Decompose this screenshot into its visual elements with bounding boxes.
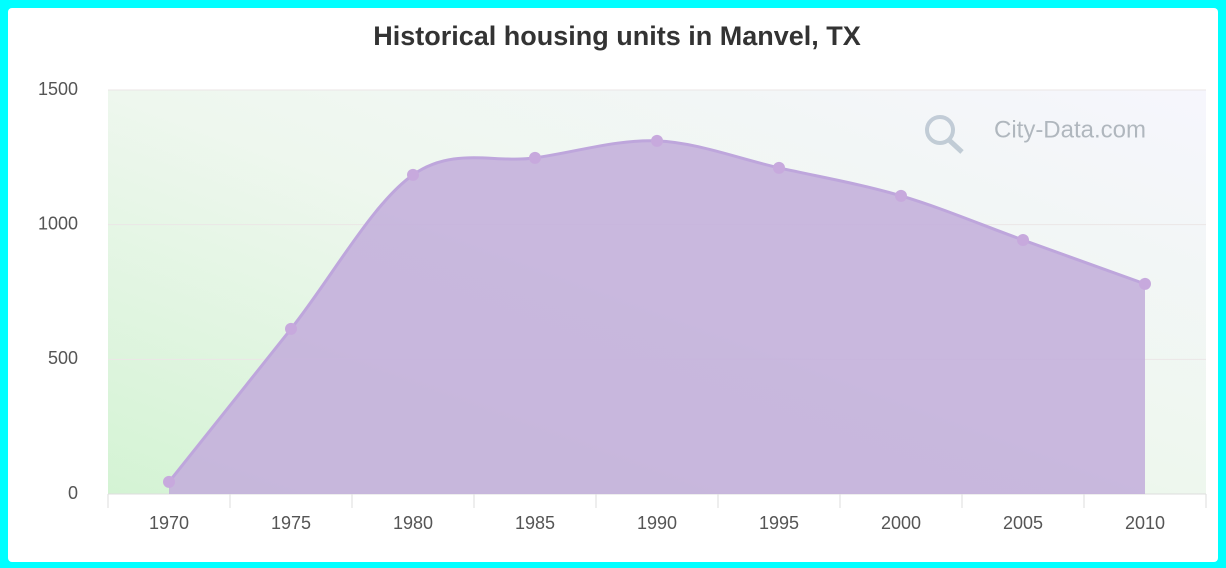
x-tick-label: 1975 bbox=[271, 513, 311, 533]
chart-title: Historical housing units in Manvel, TX bbox=[373, 21, 861, 51]
x-tick-label: 2010 bbox=[1125, 513, 1165, 533]
point bbox=[163, 475, 175, 488]
area bbox=[169, 140, 1145, 494]
y-tick-label: 1500 bbox=[38, 79, 78, 99]
watermark-logo bbox=[925, 115, 964, 154]
point bbox=[1017, 234, 1029, 247]
point bbox=[529, 151, 541, 164]
watermark: City-Data.com bbox=[994, 116, 1146, 143]
point bbox=[895, 189, 907, 202]
x-tick-label: 1990 bbox=[637, 513, 677, 533]
point bbox=[773, 161, 785, 174]
point bbox=[407, 168, 419, 181]
y-tick-label: 0 bbox=[68, 483, 78, 503]
x-tick-label: 1980 bbox=[393, 513, 433, 533]
point bbox=[651, 134, 663, 147]
x-tick-label: 2005 bbox=[1003, 513, 1043, 533]
x-tick-label: 2000 bbox=[881, 513, 921, 533]
x-tick-label: 1995 bbox=[759, 513, 799, 533]
x-tick-label: 1970 bbox=[149, 513, 189, 533]
y-tick-label: 500 bbox=[48, 348, 78, 368]
area-line bbox=[167, 139, 1146, 483]
x-tick-label: 1985 bbox=[515, 513, 555, 533]
y-tick-label: 1000 bbox=[38, 213, 78, 233]
point bbox=[285, 322, 297, 335]
point bbox=[1139, 277, 1151, 290]
